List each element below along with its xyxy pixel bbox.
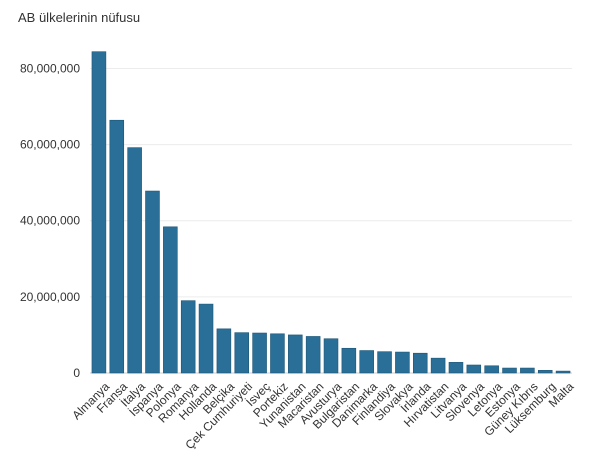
chart-title: AB ülkelerinin nüfusu (18, 10, 141, 25)
bar[interactable] (555, 370, 571, 374)
bar[interactable] (448, 362, 464, 374)
y-tick-label: 40,000,000 (20, 214, 80, 228)
y-tick-label: 20,000,000 (20, 290, 80, 304)
bar[interactable] (484, 365, 499, 374)
y-tick-label: 60,000,000 (20, 138, 80, 152)
bar[interactable] (305, 336, 321, 374)
bar[interactable] (163, 226, 178, 374)
bar[interactable] (412, 352, 428, 374)
bars (91, 51, 571, 374)
gridlines (90, 67, 572, 374)
bar[interactable] (216, 328, 232, 374)
bar[interactable] (109, 119, 125, 374)
bar[interactable] (502, 367, 517, 374)
bar[interactable] (359, 350, 374, 374)
bar[interactable] (341, 347, 357, 374)
bar[interactable] (430, 357, 446, 374)
y-tick-label: 0 (73, 366, 80, 380)
bar[interactable] (234, 332, 250, 374)
bar[interactable] (180, 300, 196, 374)
y-tick-label: 80,000,000 (20, 61, 80, 75)
bar[interactable] (323, 338, 339, 374)
bar[interactable] (377, 351, 392, 374)
bar[interactable] (466, 364, 482, 374)
bar[interactable] (198, 303, 214, 374)
bar[interactable] (520, 367, 535, 374)
bar[interactable] (252, 332, 267, 374)
bar[interactable] (91, 51, 107, 374)
bar[interactable] (395, 351, 410, 374)
bar[interactable] (537, 370, 553, 374)
x-axis-labels: AlmanyaFransaİtalyaİspanyaPolonyaRomanya… (69, 379, 576, 452)
bar[interactable] (127, 147, 142, 374)
bar[interactable] (145, 190, 160, 374)
bar[interactable] (270, 333, 285, 374)
y-axis-ticks: 0 20,000,000 40,000,000 60,000,000 80,000,00… (20, 61, 80, 380)
bar[interactable] (288, 334, 303, 374)
